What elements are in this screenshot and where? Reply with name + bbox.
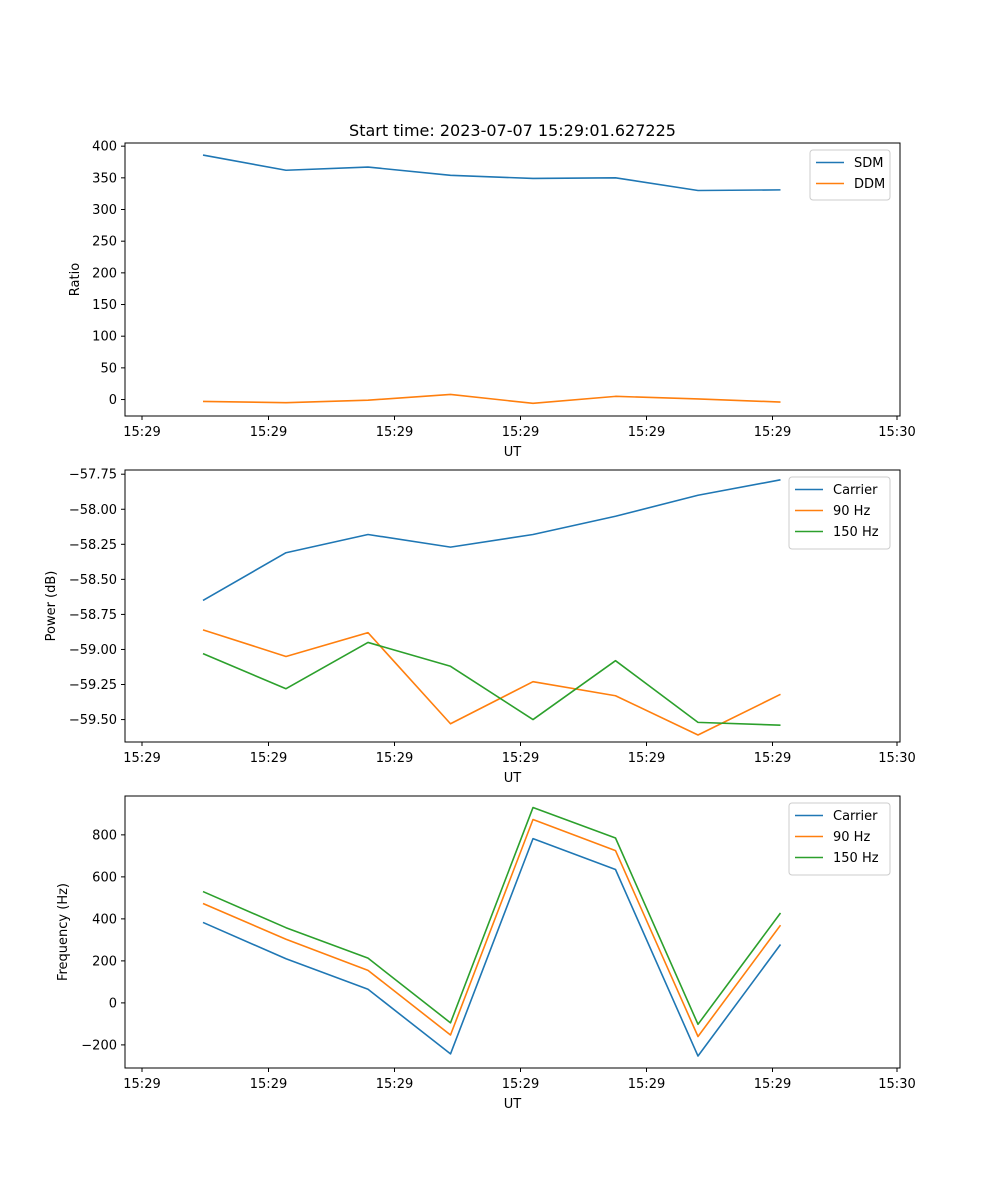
power-x-axis-label: UT [504,771,522,786]
power-legend-label: Carrier [833,483,878,498]
ratio-x-tick-label: 15:29 [754,425,791,440]
ratio-legend-label: SDM [854,156,883,171]
ratio-legend-label: DDM [854,177,885,192]
ratio-y-tick-label: 50 [100,361,117,376]
frequency-y-tick-label: 0 [109,996,117,1011]
ratio-y-tick-label: 0 [109,393,117,408]
frequency-x-tick-label: 15:29 [502,1077,539,1092]
power-legend-label: 150 Hz [833,525,879,540]
frequency-legend-label: 150 Hz [833,851,879,866]
ratio-y-tick-label: 300 [92,203,117,218]
frequency-x-tick-label: 15:29 [628,1077,665,1092]
ratio-x-tick-label: 15:29 [123,425,160,440]
frequency-axes-frame [124,795,901,1069]
power-legend-label: 90 Hz [833,504,870,519]
frequency-series-90-hz [202,818,782,1038]
ratio-x-axis-label: UT [504,445,522,460]
power-y-tick-label: −58.25 [69,538,117,553]
ratio-x-tick-label: 15:29 [250,425,287,440]
ratio-y-axis-label: Ratio [68,263,83,296]
chart-title: Start time: 2023-07-07 15:29:01.627225 [349,121,676,140]
frequency-legend-label: 90 Hz [833,830,870,845]
power-x-tick-label: 15:29 [250,751,287,766]
power-y-tick-label: −57.75 [69,468,117,483]
frequency-series-carrier [202,837,782,1057]
ratio-y-tick-label: 100 [92,330,117,345]
frequency-series-150-hz [202,806,782,1026]
ratio-y-tick-label: 250 [92,235,117,250]
frequency-x-tick-label: 15:29 [250,1077,287,1092]
ratio-y-tick-label: 400 [92,140,117,155]
power-axes-frame [124,469,901,743]
power-series-90-hz [202,629,781,736]
power-y-tick-label: −59.00 [69,643,117,658]
power-y-tick-label: −59.25 [69,678,117,693]
power-y-tick-label: −59.50 [69,713,117,728]
ratio-y-tick-label: 150 [92,298,117,313]
power-x-tick-label: 15:30 [878,751,915,766]
power-y-tick-label: −58.75 [69,608,117,623]
ratio-x-tick-label: 15:29 [376,425,413,440]
frequency-y-axis-label: Frequency (Hz) [56,883,71,981]
ratio-series-ddm [202,393,781,405]
frequency-y-tick-label: 600 [92,870,117,885]
power-x-tick-label: 15:29 [754,751,791,766]
frequency-x-tick-label: 15:29 [754,1077,791,1092]
ratio-y-tick-label: 200 [92,266,117,281]
power-y-tick-label: −58.00 [69,503,117,518]
power-x-tick-label: 15:29 [123,751,160,766]
power-y-tick-label: −58.50 [69,573,117,588]
frequency-x-tick-label: 15:29 [376,1077,413,1092]
frequency-x-tick-label: 15:29 [123,1077,160,1092]
power-series-carrier [202,479,781,602]
power-x-tick-label: 15:29 [376,751,413,766]
power-series-150-hz [202,641,781,726]
ratio-x-tick-label: 15:29 [502,425,539,440]
frequency-x-tick-label: 15:30 [878,1077,915,1092]
frequency-y-tick-label: −200 [81,1038,117,1053]
power-y-axis-label: Power (dB) [44,571,59,642]
ratio-series-sdm [202,154,781,192]
ratio-axes-frame [124,142,901,417]
ratio-y-tick-label: 350 [92,171,117,186]
power-x-tick-label: 15:29 [502,751,539,766]
power-x-tick-label: 15:29 [628,751,665,766]
frequency-x-axis-label: UT [504,1097,522,1112]
frequency-y-tick-label: 200 [92,954,117,969]
frequency-legend-label: Carrier [833,809,878,824]
ratio-x-tick-label: 15:30 [878,425,915,440]
frequency-y-tick-label: 400 [92,912,117,927]
ratio-x-tick-label: 15:29 [628,425,665,440]
frequency-y-tick-label: 800 [92,828,117,843]
